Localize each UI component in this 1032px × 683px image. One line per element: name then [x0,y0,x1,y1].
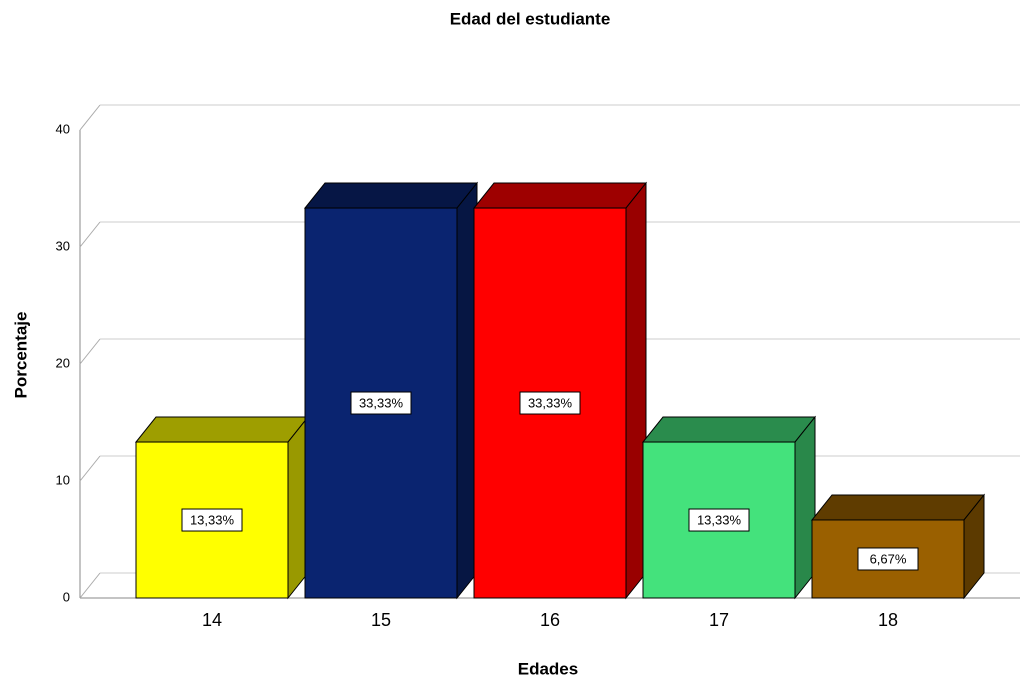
y-tick-label: 40 [56,121,70,136]
grid-diagonal [79,104,101,131]
bar-top [303,182,479,209]
value-label-box [857,547,919,571]
value-label: 33,33% [528,395,573,410]
x-tick-label: 17 [709,610,729,630]
y-tick-label: 20 [56,355,70,370]
value-label: 13,33% [190,512,235,527]
y-tick-label: 10 [56,472,70,487]
grid-diagonal [79,455,101,482]
value-label-box [519,391,581,415]
bar [641,415,817,600]
x-tick-label: 18 [878,610,898,630]
bar [134,415,310,600]
bar [810,493,986,600]
y-axis-label: Porcentaje [11,312,30,399]
grid-diagonal [79,338,101,365]
bar-top [641,416,817,443]
x-axis-label: Edades [518,659,578,678]
value-label: 13,33% [697,512,742,527]
value-label-box [688,508,750,532]
value-label: 33,33% [359,395,404,410]
bar [303,181,479,600]
grid-diagonal [79,221,101,248]
bar-top [472,182,648,209]
x-tick-label: 15 [371,610,391,630]
x-tick-label: 16 [540,610,560,630]
y-tick-label: 0 [63,589,70,604]
bar-top [810,494,986,521]
x-tick-label: 14 [202,610,222,630]
value-label: 6,67% [870,551,907,566]
grid-diagonal [79,572,101,599]
chart-title: Edad del estudiante [450,9,611,28]
y-tick-label: 30 [56,238,70,253]
bar-top [134,416,310,443]
value-label-box [181,508,243,532]
value-label-box [350,391,412,415]
bar [472,181,648,600]
